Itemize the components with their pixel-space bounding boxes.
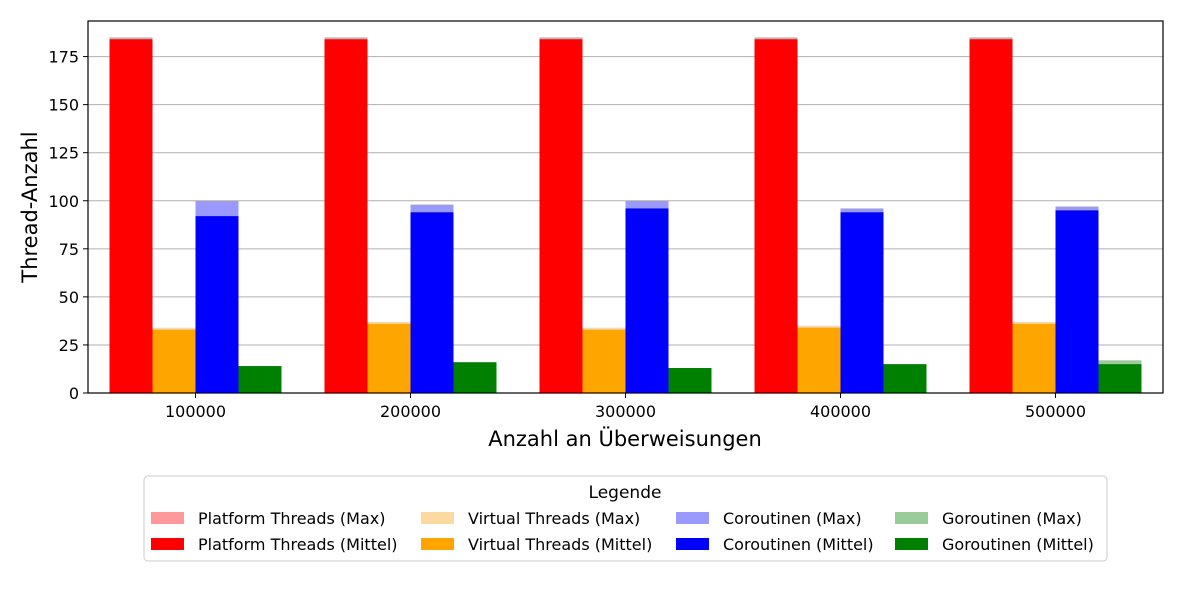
bar-mean xyxy=(1012,323,1056,393)
legend-label: Virtual Threads (Mittel) xyxy=(468,535,652,554)
y-tick-label: 150 xyxy=(48,96,79,115)
y-tick-label: 0 xyxy=(69,384,79,403)
bar-mean xyxy=(195,216,239,393)
bar-mean xyxy=(1055,210,1099,393)
bar-mean xyxy=(367,323,411,393)
bar-mean xyxy=(797,327,841,393)
legend-label: Virtual Threads (Max) xyxy=(468,509,640,528)
y-tick-label: 175 xyxy=(48,48,79,67)
legend-label: Coroutinen (Max) xyxy=(723,509,862,528)
legend: Legende Platform Threads (Max)Platform T… xyxy=(143,475,1108,562)
legend-label: Platform Threads (Max) xyxy=(198,509,386,528)
bar-mean xyxy=(539,39,583,394)
y-tick-label: 75 xyxy=(59,240,79,259)
legend-box xyxy=(143,475,1108,562)
bar-mean xyxy=(410,212,454,393)
legend-title: Legende xyxy=(589,483,662,503)
y-axis-ticks: 0 25 50 75 100 125 150 175 xyxy=(48,48,88,403)
bar-mean xyxy=(625,208,669,393)
x-axis-label: Anzahl an Überweisungen xyxy=(488,426,762,451)
bars xyxy=(109,37,1142,394)
bar-mean xyxy=(582,329,626,393)
bar-mean xyxy=(152,329,196,393)
legend-swatch xyxy=(421,538,454,550)
legend-label: Platform Threads (Mittel) xyxy=(198,535,398,554)
legend-items: Platform Threads (Max) Platform Threads (… xyxy=(151,509,1094,554)
bar-mean xyxy=(668,368,712,393)
x-tick-label: 200000 xyxy=(380,402,441,421)
legend-swatch xyxy=(151,512,184,524)
legend-swatch xyxy=(895,538,928,550)
x-tick-label: 500000 xyxy=(1025,402,1086,421)
x-axis-ticks: 100000 200000 300000 400000 500000 xyxy=(165,393,1086,421)
legend-swatch xyxy=(895,512,928,524)
y-tick-label: 100 xyxy=(48,192,79,211)
bar-mean xyxy=(453,362,497,393)
y-tick-label: 25 xyxy=(59,336,79,355)
legend-swatch xyxy=(421,512,454,524)
legend-swatch xyxy=(151,538,184,550)
x-tick-label: 400000 xyxy=(810,402,871,421)
y-tick-label: 125 xyxy=(48,144,79,163)
legend-label: Coroutinen (Mittel) xyxy=(723,535,874,554)
bar-mean xyxy=(1098,364,1142,393)
bar-mean xyxy=(754,39,798,394)
y-tick-label: 50 xyxy=(59,288,79,307)
bar-mean xyxy=(840,212,884,393)
bar-mean xyxy=(969,39,1013,394)
legend-label: Goroutinen (Max) xyxy=(942,509,1082,528)
legend-label: Goroutinen (Mittel) xyxy=(942,535,1094,554)
y-axis-label: Thread-Anzahl xyxy=(18,131,42,283)
bar-mean xyxy=(883,364,927,393)
x-tick-label: 300000 xyxy=(595,402,656,421)
legend-swatch xyxy=(676,512,709,524)
legend-swatch xyxy=(676,538,709,550)
bar-mean xyxy=(238,366,282,393)
x-tick-label: 100000 xyxy=(165,402,226,421)
bar-mean xyxy=(109,39,153,394)
bar-mean xyxy=(324,39,368,394)
